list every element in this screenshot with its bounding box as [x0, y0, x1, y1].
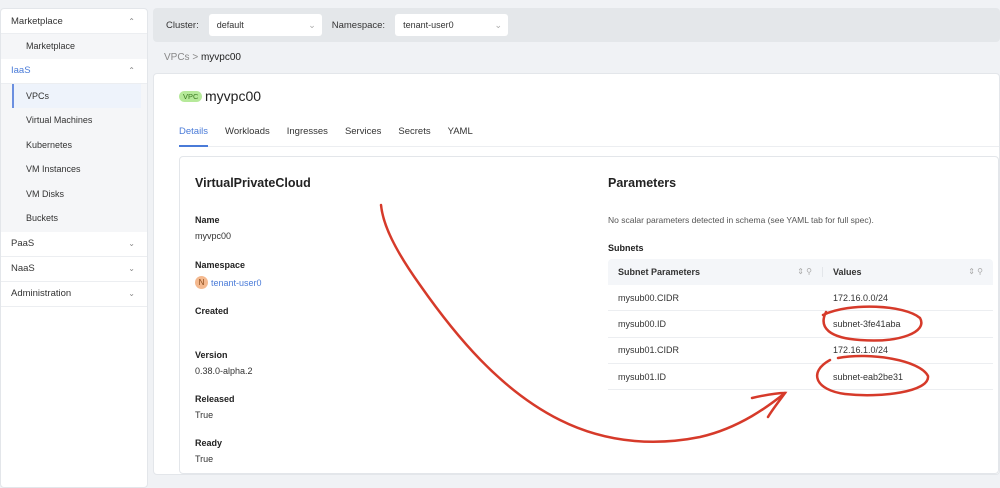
section-label: NaaS: [11, 263, 35, 274]
sidebar-section-paas[interactable]: PaaS ⌄: [1, 232, 147, 257]
table-row: mysub00.CIDR 172.16.0.0/24: [608, 285, 993, 312]
breadcrumb-current: myvpc00: [200, 52, 241, 63]
page-title: myvpc00: [205, 88, 262, 104]
tab-bar: Details Workloads Ingresses Services Sec…: [179, 126, 999, 147]
breadcrumb-separator: >: [192, 52, 199, 63]
details-title: VirtualPrivateCloud: [195, 176, 311, 190]
ready-value: True: [195, 454, 214, 464]
created-label: Created: [195, 306, 229, 316]
sidebar-item-virtual-machines[interactable]: Virtual Machines: [26, 115, 93, 126]
chevron-up-icon: ⌃: [128, 16, 135, 26]
sort-search-icon[interactable]: ⇕ ⚲: [968, 267, 983, 276]
namespace-value: tenant-user0: [403, 20, 454, 30]
cluster-value: default: [216, 20, 244, 30]
breadcrumb-vpcs-link[interactable]: VPCs: [164, 52, 190, 63]
kind-badge: VPC: [179, 91, 203, 102]
chevron-down-icon: ⌄: [308, 19, 316, 30]
chevron-up-icon: ⌃: [128, 66, 135, 75]
namespace-select[interactable]: tenant-user0 ⌄: [395, 14, 509, 36]
subnets-table: Subnet Parameters ⇕ ⚲ Values ⇕ ⚲ mysub00.C…: [608, 259, 993, 391]
tab-workloads[interactable]: Workloads: [225, 126, 270, 137]
parameters-note: No scalar parameters detected in schema …: [608, 215, 874, 225]
context-bar: Cluster: default ⌄ Namespace: tenant-user…: [153, 8, 1000, 42]
annotation-circle: [816, 354, 930, 397]
ready-label: Ready: [195, 438, 223, 448]
section-label: IaaS: [11, 65, 31, 76]
sort-search-icon[interactable]: ⇕ ⚲: [797, 267, 812, 276]
subnets-label: Subnets: [608, 243, 644, 253]
tab-services[interactable]: Services: [344, 126, 382, 137]
sidebar-section-iaas[interactable]: IaaS ⌃: [1, 59, 147, 84]
chevron-down-icon: ⌄: [128, 264, 135, 273]
sidebar-item-marketplace[interactable]: Marketplace: [1, 34, 147, 59]
version-value: 0.38.0-alpha.2: [195, 366, 253, 376]
name-value: myvpc00: [195, 231, 232, 241]
cell: mysub01.ID: [618, 371, 667, 382]
cell: mysub01.CIDR: [618, 345, 680, 356]
sidebar-item-kubernetes[interactable]: Kubernetes: [26, 139, 73, 150]
tab-secrets[interactable]: Secrets: [398, 126, 431, 137]
annotation-arrow: [379, 203, 787, 443]
red-annotation: [379, 203, 930, 443]
cluster-select[interactable]: default ⌄: [208, 14, 322, 36]
chevron-down-icon: ⌄: [128, 289, 135, 298]
namespace-avatar: N: [195, 276, 208, 289]
table-row: mysub00.ID subnet-3fe41aba: [608, 311, 993, 338]
section-label: PaaS: [11, 238, 35, 249]
breadcrumb: VPCs > myvpc00: [164, 52, 241, 63]
tab-details[interactable]: Details: [179, 126, 209, 147]
sidebar-section-naas[interactable]: NaaS ⌄: [1, 257, 147, 282]
sidebar-item-vm-disks[interactable]: VM Disks: [26, 188, 64, 199]
column-header[interactable]: Subnet Parameters: [618, 267, 701, 277]
sidebar-section-administration[interactable]: Administration ⌄: [1, 282, 147, 307]
sidebar-item-vpcs[interactable]: VPCs: [12, 83, 141, 108]
sidebar-item-buckets[interactable]: Buckets: [26, 213, 59, 224]
namespace-label: Namespace:: [331, 19, 386, 31]
chevron-down-icon: ⌄: [128, 239, 135, 248]
sidebar-item-vm-instances[interactable]: VM Instances: [26, 164, 81, 175]
annotation-circle: [821, 305, 923, 342]
cell: mysub00.ID: [618, 318, 667, 329]
cell: subnet-eab2be31: [833, 371, 904, 382]
released-label: Released: [195, 394, 235, 404]
tab-yaml[interactable]: YAML: [447, 126, 473, 137]
released-value: True: [195, 410, 214, 420]
details-panel: VirtualPrivateCloud Name myvpc00 Namespa…: [179, 156, 999, 474]
cluster-label: Cluster:: [166, 19, 199, 31]
cell: mysub00.CIDR: [618, 292, 680, 303]
cell: subnet-3fe41aba: [833, 318, 901, 329]
section-label: Marketplace: [11, 15, 63, 27]
table-row: mysub01.CIDR 172.16.1.0/24: [608, 338, 993, 364]
version-label: Version: [195, 350, 228, 360]
cell: 172.16.1.0/24: [833, 345, 889, 356]
table-header: Subnet Parameters ⇕ ⚲ Values ⇕ ⚲: [608, 259, 993, 285]
column-header[interactable]: Values: [833, 267, 862, 277]
namespace-link[interactable]: tenant-user0: [211, 278, 262, 288]
table-row: mysub01.ID subnet-eab2be31: [608, 364, 993, 391]
cell: 172.16.0.0/24: [833, 292, 889, 303]
name-label: Name: [195, 215, 220, 225]
section-label: Administration: [11, 288, 72, 299]
sidebar-section-marketplace[interactable]: Marketplace ⌃: [1, 9, 147, 34]
detail-card: VPC myvpc00 Details Workloads Ingresses …: [153, 73, 1000, 475]
annotation-arrowhead: [750, 391, 788, 419]
tab-ingresses[interactable]: Ingresses: [286, 126, 328, 137]
sidebar: Marketplace ⌃ Marketplace IaaS ⌃ VPCs Virt…: [0, 8, 148, 488]
namespace-label: Namespace: [195, 260, 246, 270]
chevron-down-icon: ⌄: [494, 19, 503, 30]
parameters-title: Parameters: [608, 176, 677, 190]
